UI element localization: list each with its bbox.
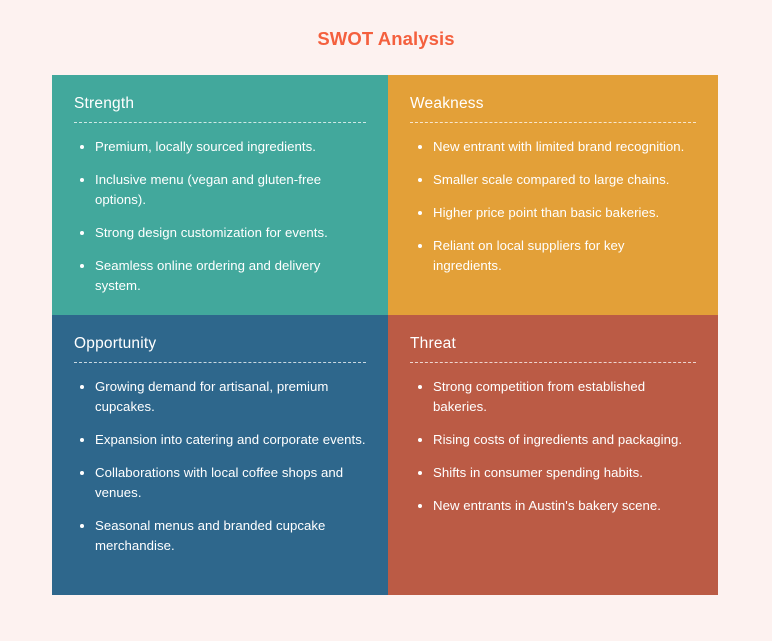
list-item-text: Shifts in consumer spending habits. (433, 465, 643, 481)
heading-divider (410, 122, 696, 123)
list-item-text: New entrant with limited brand recogniti… (433, 139, 685, 154)
bullet-icon (418, 503, 422, 508)
page-title: SWOT Analysis (317, 28, 455, 49)
list-item-text: Reliant on local suppliers for key ingre… (433, 238, 625, 274)
bullet-icon (418, 210, 422, 215)
list-item-text: Strong design customization for events. (95, 225, 328, 241)
list-item: Premium, locally sourced ingredients. (74, 137, 366, 157)
bullet-icon (80, 230, 84, 235)
list-item-text: Seasonal menus and branded cupcake merch… (95, 518, 326, 554)
quadrant-strength: Strength Premium, locally sourced ingred… (52, 75, 388, 315)
list-item: Reliant on local suppliers for key ingre… (412, 236, 696, 276)
quadrant-threat-heading: Threat (410, 335, 456, 352)
list-item: Seasonal menus and branded cupcake merch… (74, 516, 366, 556)
quadrant-weakness-list: New entrant with limited brand recogniti… (410, 137, 696, 276)
list-item-text: Growing demand for artisanal, premium cu… (95, 379, 329, 415)
bullet-icon (80, 263, 84, 268)
list-item: Inclusive menu (vegan and gluten-free op… (74, 170, 366, 210)
bullet-icon (418, 384, 422, 389)
bullet-icon (418, 144, 422, 149)
quadrant-opportunity: Opportunity Growing demand for artisanal… (52, 315, 388, 595)
list-item: Expansion into catering and corporate ev… (74, 430, 366, 450)
quadrant-threat: Threat Strong competition from establish… (388, 315, 718, 595)
list-item-text: Strong competition from established bake… (433, 379, 646, 415)
quadrant-weakness: Weakness New entrant with limited brand … (388, 75, 718, 315)
bullet-icon (80, 144, 84, 149)
swot-matrix: Strength Premium, locally sourced ingred… (52, 75, 718, 595)
bullet-icon (418, 437, 422, 442)
list-item: Higher price point than basic bakeries. (412, 203, 696, 223)
quadrant-opportunity-list: Growing demand for artisanal, premium cu… (74, 377, 366, 556)
quadrant-strength-heading: Strength (74, 95, 135, 112)
list-item: New entrant with limited brand recogniti… (412, 137, 696, 157)
list-item-text: Seamless online ordering and delivery sy… (95, 258, 321, 294)
bullet-icon (418, 243, 422, 248)
list-item: Rising costs of ingredients and packagin… (412, 430, 696, 450)
heading-divider (410, 362, 696, 363)
heading-divider (74, 122, 366, 123)
bullet-icon (80, 177, 84, 182)
bullet-icon (418, 177, 422, 182)
quadrant-weakness-heading: Weakness (410, 95, 484, 112)
list-item: Seamless online ordering and delivery sy… (74, 256, 366, 296)
list-item: Shifts in consumer spending habits. (412, 463, 696, 483)
list-item-text: Expansion into catering and corporate ev… (95, 432, 366, 448)
bullet-icon (80, 523, 84, 528)
list-item: Collaborations with local coffee shops a… (74, 463, 366, 503)
bullet-icon (418, 470, 422, 475)
list-item-text: Collaborations with local coffee shops a… (95, 465, 344, 501)
list-item: New entrants in Austin's bakery scene. (412, 496, 696, 516)
list-item-text: New entrants in Austin's bakery scene. (433, 498, 661, 514)
quadrant-opportunity-heading: Opportunity (74, 335, 157, 352)
list-item: Growing demand for artisanal, premium cu… (74, 377, 366, 417)
list-item-text: Smaller scale compared to large chains. (433, 172, 670, 188)
list-item: Strong design customization for events. (74, 223, 366, 243)
list-item-text: Higher price point than basic bakeries. (433, 205, 660, 221)
quadrant-threat-list: Strong competition from established bake… (410, 377, 696, 516)
bullet-icon (80, 470, 84, 475)
quadrant-strength-list: Premium, locally sourced ingredients. In… (74, 137, 366, 296)
bullet-icon (80, 384, 84, 389)
list-item-text: Rising costs of ingredients and packagin… (433, 432, 683, 448)
list-item: Strong competition from established bake… (412, 377, 696, 417)
list-item-text: Inclusive menu (vegan and gluten-free op… (95, 172, 322, 208)
list-item-text: Premium, locally sourced ingredients. (95, 139, 317, 154)
bullet-icon (80, 437, 84, 442)
list-item: Smaller scale compared to large chains. (412, 170, 696, 190)
heading-divider (74, 362, 366, 363)
